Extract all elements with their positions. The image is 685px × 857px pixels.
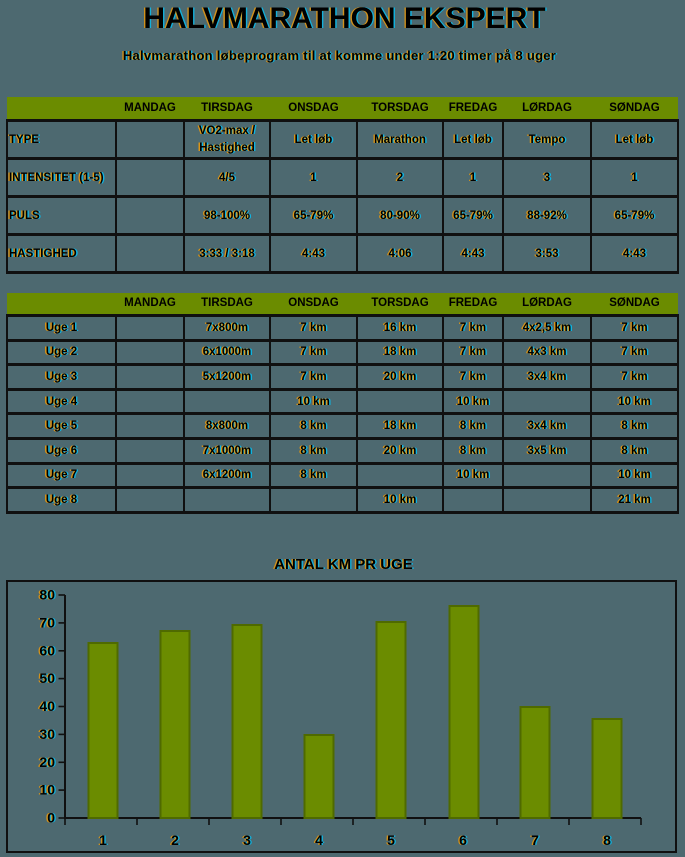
svg-text:80: 80 xyxy=(41,587,57,603)
svg-text:30: 30 xyxy=(41,726,57,742)
svg-text:5: 5 xyxy=(386,832,394,848)
svg-text:6: 6 xyxy=(461,832,469,848)
svg-text:30: 30 xyxy=(38,726,54,742)
svg-text:7: 7 xyxy=(533,832,541,848)
svg-text:8: 8 xyxy=(605,832,613,848)
svg-text:30: 30 xyxy=(39,726,55,742)
svg-text:80: 80 xyxy=(38,587,54,603)
svg-text:0: 0 xyxy=(46,810,54,826)
svg-text:1: 1 xyxy=(99,832,107,848)
svg-text:50: 50 xyxy=(38,670,54,686)
svg-text:0: 0 xyxy=(47,810,55,826)
svg-text:5: 5 xyxy=(389,832,397,848)
svg-text:20: 20 xyxy=(41,754,57,770)
svg-text:70: 70 xyxy=(38,614,54,630)
svg-text:50: 50 xyxy=(39,670,55,686)
svg-text:4: 4 xyxy=(315,832,323,848)
svg-text:3: 3 xyxy=(243,832,251,848)
svg-text:70: 70 xyxy=(39,614,55,630)
svg-text:60: 60 xyxy=(41,642,57,658)
svg-text:10: 10 xyxy=(38,782,54,798)
svg-text:4: 4 xyxy=(317,832,325,848)
svg-text:1: 1 xyxy=(98,832,106,848)
svg-text:2: 2 xyxy=(173,832,181,848)
svg-text:1: 1 xyxy=(101,832,109,848)
svg-text:70: 70 xyxy=(41,614,57,630)
svg-text:8: 8 xyxy=(602,832,610,848)
svg-text:5: 5 xyxy=(387,832,395,848)
svg-text:80: 80 xyxy=(39,587,55,603)
svg-text:3: 3 xyxy=(245,832,253,848)
svg-text:40: 40 xyxy=(38,698,54,714)
svg-text:6: 6 xyxy=(458,832,466,848)
svg-text:10: 10 xyxy=(39,782,55,798)
svg-text:4: 4 xyxy=(314,832,322,848)
svg-text:7: 7 xyxy=(530,832,538,848)
svg-text:2: 2 xyxy=(170,832,178,848)
svg-text:0: 0 xyxy=(49,810,57,826)
svg-text:40: 40 xyxy=(39,698,55,714)
svg-text:60: 60 xyxy=(38,642,54,658)
svg-text:10: 10 xyxy=(41,782,57,798)
svg-text:8: 8 xyxy=(603,832,611,848)
svg-text:3: 3 xyxy=(242,832,250,848)
svg-text:20: 20 xyxy=(39,754,55,770)
svg-text:2: 2 xyxy=(171,832,179,848)
svg-text:50: 50 xyxy=(41,670,57,686)
svg-text:20: 20 xyxy=(38,754,54,770)
svg-text:60: 60 xyxy=(39,642,55,658)
svg-text:6: 6 xyxy=(459,832,467,848)
svg-text:7: 7 xyxy=(531,832,539,848)
svg-text:40: 40 xyxy=(41,698,57,714)
